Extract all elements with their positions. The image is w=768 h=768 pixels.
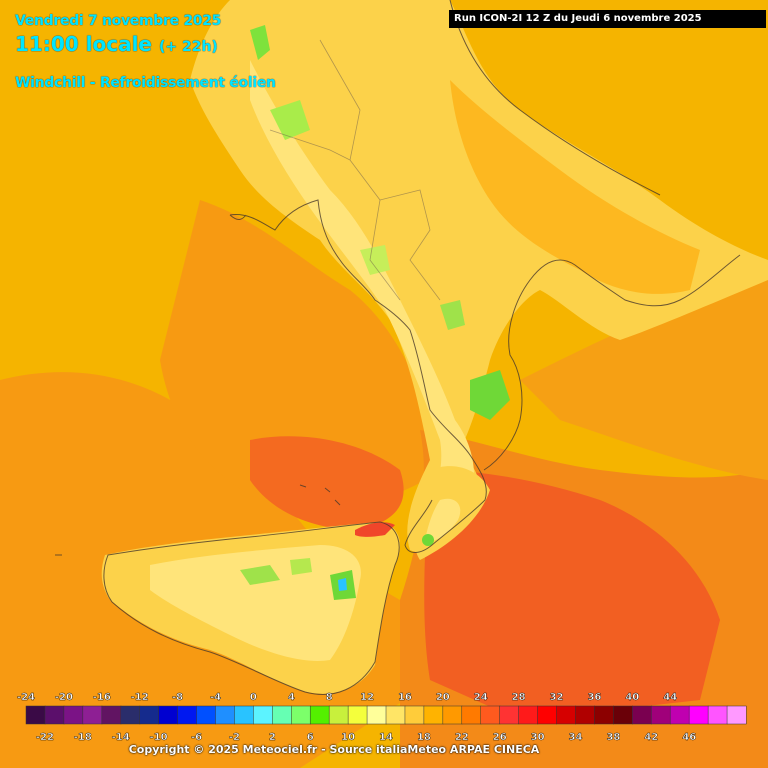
legend-tick-label: 0 <box>250 692 257 703</box>
legend-tick-label: 20 <box>436 692 450 703</box>
legend-swatch <box>480 705 501 725</box>
legend-swatch <box>291 705 311 725</box>
legend-swatch <box>669 705 690 725</box>
legend-swatch <box>196 705 217 725</box>
legend-swatch <box>82 705 103 725</box>
legend-swatch <box>63 705 84 725</box>
legend-tick-label: 4 <box>288 692 295 703</box>
legend-swatch <box>328 705 349 725</box>
color-scale-legend: -24 -20 -16 -12 -8 -4 0 4 8 12 16 20 24 28 32 36 40 44 -2… <box>17 692 747 743</box>
legend-tick-label: 12 <box>360 692 374 703</box>
legend-tick-label: 44 <box>663 692 677 703</box>
legend-tick-label: 34 <box>569 732 583 743</box>
legend-tick-label: 2 <box>269 732 276 743</box>
forecast-date: Vendredi 7 novembre 2025 <box>15 13 222 29</box>
legend-swatch <box>177 705 198 725</box>
legend-tick-label: -24 <box>17 692 35 703</box>
legend-tick-label: 22 <box>455 732 469 743</box>
legend-bottom-labels: -22 -18 -14 -10 -6 -2 2 6 10 14 18 22 26 30 34 38 42 46 <box>36 732 697 743</box>
legend-tick-label: -6 <box>191 732 202 743</box>
legend-swatch <box>499 705 520 725</box>
legend-tick-label: 28 <box>512 692 526 703</box>
legend-swatch <box>442 705 463 725</box>
legend-swatch <box>556 705 577 725</box>
legend-tick-label: 26 <box>493 732 507 743</box>
legend-tick-label: -22 <box>36 732 54 743</box>
legend-swatch <box>120 705 141 725</box>
legend-swatch <box>309 705 330 725</box>
legend-tick-label: -12 <box>131 692 149 703</box>
legend-swatch <box>366 705 387 725</box>
variable-title: Windchill - Refroidissement éolien <box>15 75 276 91</box>
legend-swatch <box>594 705 614 725</box>
legend-swatch <box>158 705 179 725</box>
legend-top-labels: -24 -20 -16 -12 -8 -4 0 4 8 12 16 20 24 28 32 36 40 44 <box>17 692 678 703</box>
legend-tick-label: -20 <box>55 692 73 703</box>
legend-tick-label: -14 <box>112 732 130 743</box>
legend-tick-label: 40 <box>625 692 639 703</box>
legend-swatch <box>44 705 65 725</box>
legend-tick-label: 10 <box>341 732 355 743</box>
legend-swatch <box>613 705 633 725</box>
legend-swatch <box>272 705 292 725</box>
legend-swatch <box>234 705 254 725</box>
legend-swatch <box>423 705 444 725</box>
legend-swatch <box>726 705 747 725</box>
legend-swatch <box>139 705 160 725</box>
legend-swatch <box>215 705 235 725</box>
legend-swatch <box>385 705 406 725</box>
legend-swatch <box>537 705 558 725</box>
legend-tick-label: 42 <box>644 732 658 743</box>
legend-tick-label: 14 <box>379 732 393 743</box>
legend-swatch <box>347 705 368 725</box>
forecast-time: 11:00 locale (+ 22h) <box>15 32 218 56</box>
legend-tick-label: 36 <box>587 692 601 703</box>
run-info-banner: Run ICON-2I 12 Z du Jeudi 6 novembre 202… <box>449 10 766 28</box>
legend-swatch <box>632 705 652 725</box>
copyright-text: Copyright © 2025 Meteociel.fr - Source i… <box>128 743 540 756</box>
legend-swatch <box>101 705 122 725</box>
legend-swatch <box>707 705 728 725</box>
legend-tick-label: 16 <box>398 692 412 703</box>
legend-swatches <box>25 705 747 725</box>
forecast-time-main: 11:00 locale <box>15 32 152 56</box>
legend-swatch <box>575 705 595 725</box>
legend-swatch <box>518 705 539 725</box>
legend-swatch <box>651 705 671 725</box>
legend-swatch <box>688 705 709 725</box>
legend-tick-label: 18 <box>417 732 431 743</box>
legend-tick-label: 30 <box>531 732 545 743</box>
legend-tick-label: 24 <box>474 692 488 703</box>
legend-tick-label: 32 <box>550 692 564 703</box>
legend-tick-label: -4 <box>210 692 221 703</box>
legend-tick-label: 8 <box>326 692 333 703</box>
copyright-footer: Copyright © 2025 Meteociel.fr - Source i… <box>0 743 768 756</box>
legend-tick-label: 46 <box>682 732 696 743</box>
legend-tick-label: 38 <box>606 732 620 743</box>
legend-tick-label: -10 <box>150 732 168 743</box>
legend-tick-label: 6 <box>307 732 314 743</box>
legend-swatch <box>461 705 482 725</box>
legend-tick-label: -2 <box>229 732 240 743</box>
legend-swatch <box>25 705 46 725</box>
legend-tick-label: -8 <box>172 692 183 703</box>
legend-swatch <box>253 705 273 725</box>
legend-tick-label: -16 <box>93 692 111 703</box>
legend-tick-label: -18 <box>74 732 92 743</box>
legend-swatch <box>404 705 425 725</box>
forecast-offset: (+ 22h) <box>158 39 218 55</box>
